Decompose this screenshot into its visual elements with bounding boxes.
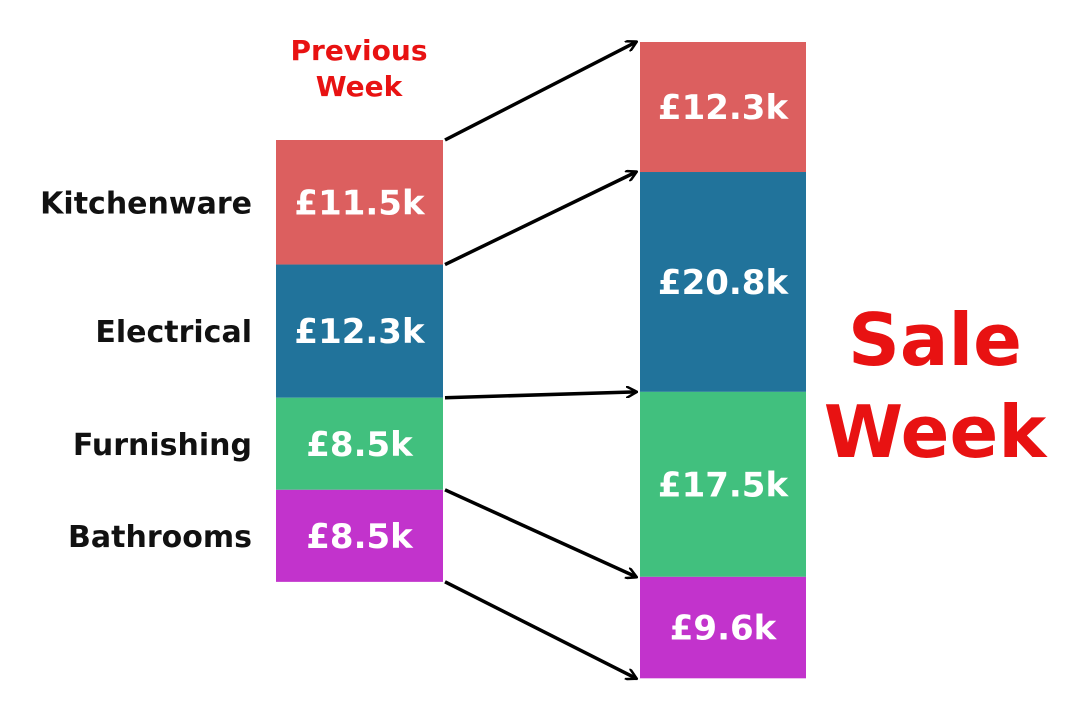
sale-value-label-electrical: £20.8k — [658, 263, 790, 303]
previous-bar-furnishing — [276, 397, 443, 490]
previous-value-label-furnishing: £8.5k — [306, 425, 414, 465]
previous-week-title-line-1: Previous — [290, 34, 427, 67]
bars-layer — [276, 42, 806, 679]
sale-week-title-line-2: Week — [824, 390, 1049, 474]
arrow-bottom — [444, 580, 636, 678]
previous-bar-kitchenware — [276, 140, 443, 265]
sale-bar-electrical — [640, 172, 806, 392]
category-label-furnishing: Furnishing — [73, 428, 252, 463]
category-label-electrical: Electrical — [95, 315, 252, 350]
sale-bar-bathrooms — [640, 576, 806, 679]
arrow-top — [444, 42, 636, 142]
previous-bar-electrical — [276, 264, 443, 398]
sale-bar-kitchenware — [640, 42, 806, 173]
previous-value-label-kitchenware: £11.5k — [294, 183, 426, 223]
previous-value-label-electrical: £12.3k — [294, 312, 426, 352]
category-label-bathrooms: Bathrooms — [68, 520, 252, 555]
previous-value-label-bathrooms: £8.5k — [306, 517, 414, 557]
category-label-kitchenware: Kitchenware — [40, 186, 252, 221]
arrow-furnishing — [444, 392, 636, 400]
sale-value-label-furnishing: £17.5k — [658, 465, 790, 505]
arrow-electrical — [444, 172, 636, 267]
labels-layer: £11.5k £12.3k £8.5k £8.5k £12.3k £20.8k £17.5k… — [40, 88, 789, 649]
sale-value-label-kitchenware: £12.3k — [658, 88, 790, 128]
sale-week-title-line-1: Sale — [848, 298, 1022, 382]
previous-bar-bathrooms — [276, 489, 443, 582]
sale-bar-furnishing — [640, 391, 806, 577]
previous-week-title-line-2: Week — [316, 70, 404, 103]
arrows-layer — [444, 42, 636, 678]
arrow-bathrooms — [444, 488, 636, 577]
sale-value-label-bathrooms: £9.6k — [670, 609, 778, 649]
